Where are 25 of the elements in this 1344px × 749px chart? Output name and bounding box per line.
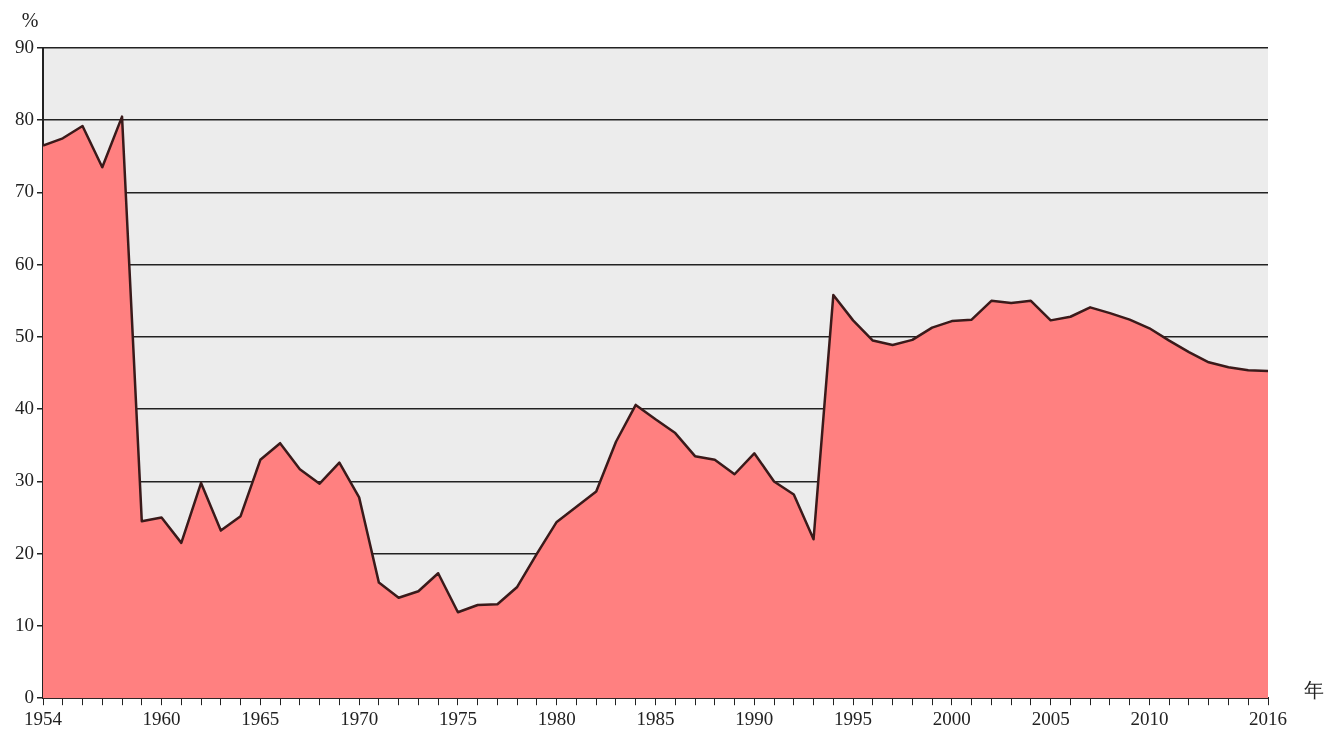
x-tick-label: 2016 bbox=[1249, 707, 1287, 729]
y-tick-label: 40 bbox=[15, 397, 34, 419]
x-tick-label: 2000 bbox=[932, 707, 971, 729]
x-tick-label: 1965 bbox=[241, 707, 280, 729]
y-tick-label: 0 bbox=[24, 686, 34, 708]
x-tick-label: 2010 bbox=[1130, 707, 1169, 729]
y-tick-label: 50 bbox=[15, 324, 34, 346]
x-tick-label: 1990 bbox=[735, 707, 774, 729]
y-tick-label: 10 bbox=[15, 613, 34, 635]
x-axis-title: 年 bbox=[1304, 679, 1324, 702]
x-tick-label: 1980 bbox=[537, 707, 576, 729]
y-axis-title: % bbox=[21, 9, 39, 32]
x-tick-label: 1960 bbox=[142, 707, 181, 729]
y-tick-label: 30 bbox=[15, 469, 34, 491]
x-tick-label: 1975 bbox=[438, 707, 477, 729]
y-tick-label: 20 bbox=[15, 541, 34, 563]
y-tick-label: 90 bbox=[15, 35, 34, 57]
x-tick-label: 2005 bbox=[1031, 707, 1070, 729]
y-tick-label: 60 bbox=[15, 252, 34, 274]
x-tick-label: 1970 bbox=[340, 707, 379, 729]
x-tick-label: 1985 bbox=[636, 707, 675, 729]
y-tick-label: 70 bbox=[15, 180, 34, 202]
x-tick-label: 1954 bbox=[24, 707, 63, 729]
x-tick-label: 1995 bbox=[834, 707, 873, 729]
y-tick-label: 80 bbox=[15, 108, 34, 130]
